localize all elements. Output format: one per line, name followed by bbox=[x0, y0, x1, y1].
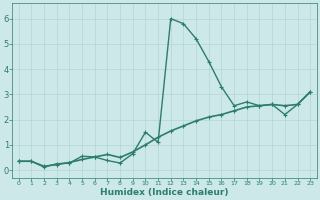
X-axis label: Humidex (Indice chaleur): Humidex (Indice chaleur) bbox=[100, 188, 229, 197]
